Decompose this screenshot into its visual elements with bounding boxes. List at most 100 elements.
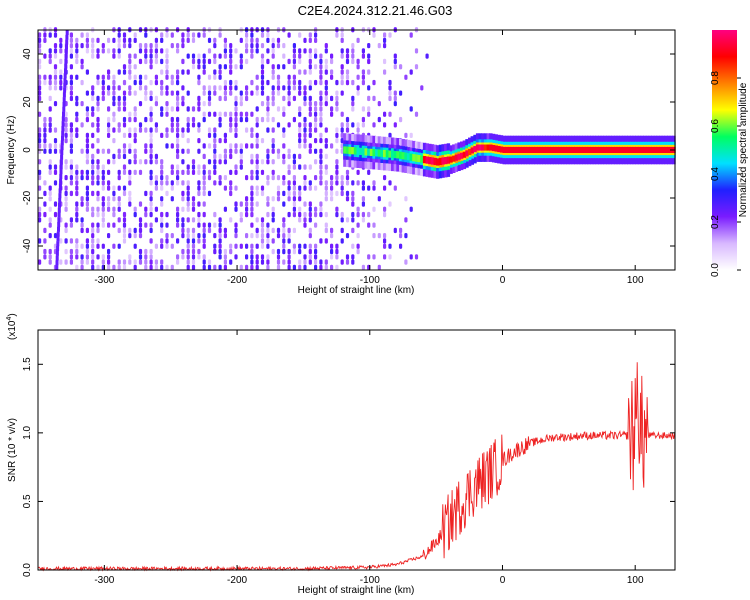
heatmap-cell bbox=[330, 106, 334, 112]
heatmap-cell bbox=[144, 264, 148, 270]
heatmap-cell bbox=[165, 238, 169, 244]
heatmap-cell bbox=[345, 196, 350, 202]
heatmap-cell bbox=[202, 101, 206, 107]
heatmap-cell bbox=[276, 185, 281, 191]
heatmap-cell bbox=[107, 159, 111, 165]
heatmap-cell bbox=[197, 211, 201, 218]
heatmap-cell bbox=[245, 254, 249, 260]
heatmap-cell bbox=[138, 101, 143, 107]
heatmap-cell bbox=[282, 259, 286, 265]
heatmap-cell bbox=[255, 132, 259, 138]
heatmap-cell bbox=[69, 248, 73, 255]
heatmap-cell bbox=[53, 32, 58, 38]
heatmap-cell bbox=[372, 185, 376, 191]
heatmap-cell bbox=[176, 79, 180, 86]
heatmap-cell bbox=[112, 153, 116, 160]
heatmap-cell bbox=[218, 32, 222, 38]
heatmap-cell bbox=[303, 90, 307, 96]
heatmap-cell bbox=[303, 264, 307, 270]
heatmap-cell bbox=[292, 243, 296, 249]
heatmap-cell bbox=[176, 259, 180, 265]
heatmap-cell bbox=[96, 122, 100, 128]
heatmap-cell bbox=[276, 227, 281, 234]
heatmap-cell bbox=[287, 148, 291, 154]
heatmap-cell bbox=[319, 164, 323, 170]
heatmap-cell bbox=[229, 248, 233, 255]
heatmap-cell bbox=[287, 79, 291, 86]
heatmap-cell bbox=[85, 159, 89, 165]
heatmap-cell bbox=[191, 32, 196, 38]
heatmap-cell bbox=[223, 90, 227, 96]
heatmap-cell bbox=[197, 95, 201, 102]
heatmap-cell bbox=[165, 222, 169, 228]
heatmap-cell bbox=[345, 116, 350, 123]
heatmap-cell bbox=[176, 132, 180, 138]
heatmap-cell bbox=[64, 54, 68, 59]
heatmap-cell bbox=[330, 95, 334, 102]
heatmap-cell bbox=[176, 69, 180, 75]
heatmap-cell bbox=[308, 132, 312, 138]
heatmap-cell bbox=[229, 116, 233, 123]
heatmap-cell bbox=[69, 79, 73, 86]
heatmap-cell bbox=[319, 159, 323, 165]
carrier-cell bbox=[375, 149, 379, 157]
carrier-cell bbox=[452, 155, 456, 162]
heatmap-cell bbox=[181, 196, 185, 202]
heatmap-cell bbox=[239, 64, 243, 70]
heatmap-cell bbox=[85, 185, 89, 191]
heatmap-cell bbox=[91, 143, 95, 149]
heatmap-cell bbox=[377, 233, 381, 239]
heatmap-cell bbox=[351, 254, 355, 260]
heatmap-cell bbox=[128, 127, 132, 133]
heatmap-cell bbox=[229, 85, 233, 91]
heatmap-cell bbox=[149, 43, 153, 49]
heatmap-cell bbox=[170, 196, 174, 202]
heatmap-cell bbox=[409, 132, 413, 138]
heatmap-cell bbox=[255, 106, 259, 112]
heatmap-cell bbox=[298, 79, 302, 86]
x-tick-label: -300 bbox=[94, 575, 114, 586]
carrier-cell bbox=[574, 146, 578, 153]
heatmap-cell bbox=[160, 185, 164, 191]
heatmap-cell bbox=[340, 90, 344, 96]
heatmap-cell bbox=[303, 185, 307, 191]
heatmap-cell bbox=[160, 32, 164, 38]
heatmap-cell bbox=[335, 169, 339, 175]
heatmap-cell bbox=[202, 264, 206, 270]
heatmap-cell bbox=[207, 127, 212, 133]
heatmap-cell bbox=[308, 233, 312, 239]
heatmap-cell bbox=[133, 79, 137, 86]
heatmap-cell bbox=[69, 37, 73, 43]
heatmap-cell bbox=[69, 159, 73, 165]
heatmap-cell bbox=[133, 37, 137, 43]
heatmap-cell bbox=[186, 32, 190, 38]
carrier-cell bbox=[497, 146, 501, 153]
heatmap-cell bbox=[271, 69, 275, 75]
heatmap-cell bbox=[176, 143, 180, 149]
heatmap-cell bbox=[207, 101, 212, 107]
heatmap-cell bbox=[154, 37, 158, 43]
heatmap-cell bbox=[303, 254, 307, 260]
carrier-cell bbox=[417, 155, 421, 163]
heatmap-cell bbox=[298, 85, 302, 91]
heatmap-cell bbox=[372, 32, 376, 38]
carrier-cell bbox=[537, 146, 541, 153]
heatmap-cell bbox=[207, 175, 212, 181]
heatmap-cell bbox=[133, 169, 137, 175]
heatmap-cell bbox=[80, 79, 84, 86]
heatmap-cell bbox=[383, 211, 387, 218]
heatmap-cell bbox=[170, 122, 174, 128]
heatmap-cell bbox=[38, 238, 42, 244]
heatmap-cell bbox=[250, 201, 254, 207]
heatmap-cell bbox=[340, 79, 344, 86]
heatmap-cell bbox=[234, 122, 238, 128]
heatmap-cell bbox=[271, 37, 275, 43]
heatmap-cell bbox=[64, 58, 68, 64]
heatmap-cell bbox=[276, 190, 281, 197]
heatmap-cell bbox=[133, 127, 137, 133]
carrier-cell bbox=[616, 146, 620, 153]
carrier-cell bbox=[377, 149, 382, 157]
heatmap-cell bbox=[250, 53, 254, 59]
heatmap-cell bbox=[303, 164, 307, 170]
heatmap-cell bbox=[96, 196, 100, 202]
